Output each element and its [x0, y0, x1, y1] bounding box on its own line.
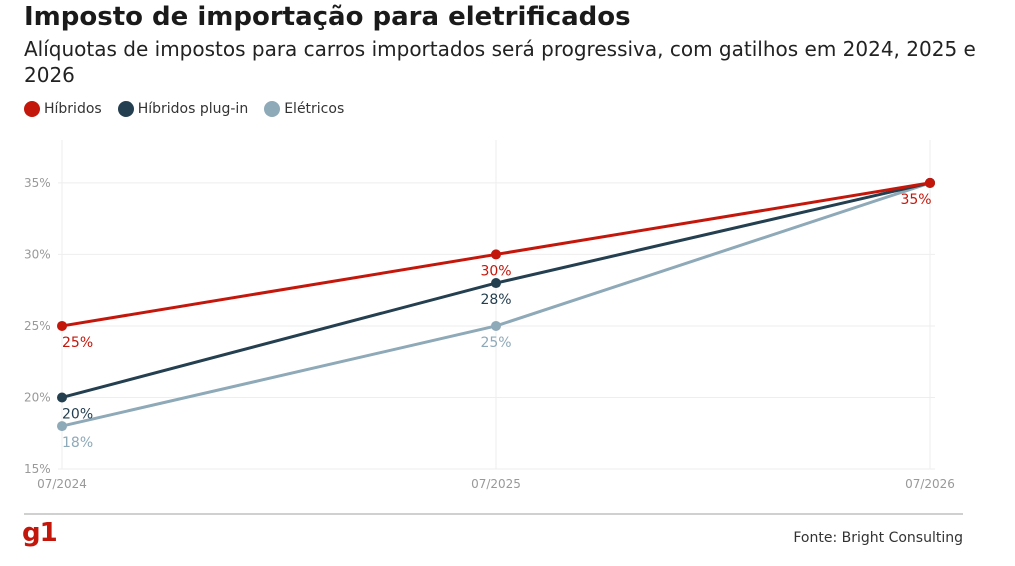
data-point [57, 320, 67, 331]
data-label: 28% [480, 292, 511, 308]
data-point [491, 278, 501, 289]
legend-label-hibridos-plug-in: Híbridos plug-in [137, 101, 249, 117]
data-label: 20% [62, 406, 93, 422]
legend-swatch-hibridos-plug-in [117, 101, 134, 117]
source-note: Fonte: Bright Consulting [793, 530, 963, 546]
legend-item-hibridos: Híbridos [24, 101, 102, 117]
y-tick-label: 25% [24, 319, 51, 333]
data-label: 25% [480, 335, 511, 351]
y-tick-label: 35% [24, 176, 51, 190]
chart-title: Imposto de importação para eletrificados [24, 2, 631, 32]
data-point [925, 177, 935, 188]
data-point [57, 392, 67, 403]
legend-item-eletricos: Elétricos [264, 101, 344, 117]
line-chart: 15% 20% 25% 30% 35% 07/2024 07/2025 07/2026 25% 3… [24, 140, 955, 491]
y-tick-label: 15% [24, 462, 51, 476]
x-tick-label: 07/2024 [37, 477, 87, 491]
data-label: 25% [62, 335, 93, 351]
data-label: 35% [900, 192, 931, 208]
legend-label-hibridos: Híbridos [44, 101, 102, 117]
y-tick-label: 30% [24, 247, 51, 261]
y-tick-label: 20% [24, 390, 51, 404]
x-tick-label: 07/2025 [471, 477, 521, 491]
data-point [57, 421, 67, 432]
data-label: 18% [62, 435, 93, 451]
footer-divider [24, 513, 963, 515]
x-tick-label: 07/2026 [905, 477, 955, 491]
legend-item-hibridos-plug-in: Híbridos plug-in [117, 101, 249, 117]
legend-swatch-hibridos [24, 101, 40, 117]
legend: Híbridos Híbridos plug-in Elétricos [24, 101, 360, 117]
legend-label-eletricos: Elétricos [284, 101, 345, 117]
legend-swatch-eletricos [264, 101, 281, 117]
data-point [491, 249, 501, 260]
data-label: 30% [480, 263, 511, 279]
g1-logo: g1 [22, 518, 58, 548]
chart-subtitle: Alíquotas de impostos para carros import… [24, 37, 976, 87]
data-point [491, 320, 501, 331]
